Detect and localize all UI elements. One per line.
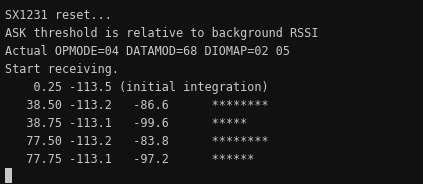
Text: Start receiving.: Start receiving. — [5, 63, 119, 76]
Text: SX1231 reset...: SX1231 reset... — [5, 9, 112, 22]
Text: ASK threshold is relative to background RSSI: ASK threshold is relative to background … — [5, 27, 319, 40]
Bar — [5, 168, 12, 183]
Text: 38.50 -113.2   -86.6      ********: 38.50 -113.2 -86.6 ******** — [5, 99, 269, 112]
Text: 77.50 -113.2   -83.8      ********: 77.50 -113.2 -83.8 ******** — [5, 135, 269, 148]
Text: 38.75 -113.1   -99.6      *****: 38.75 -113.1 -99.6 ***** — [5, 117, 247, 130]
Text: Actual OPMODE=04 DATAMOD=68 DIOMAP=02 05: Actual OPMODE=04 DATAMOD=68 DIOMAP=02 05 — [5, 45, 290, 58]
Text: 77.75 -113.1   -97.2      ******: 77.75 -113.1 -97.2 ****** — [5, 153, 254, 166]
Text: 0.25 -113.5 (initial integration): 0.25 -113.5 (initial integration) — [5, 81, 269, 94]
